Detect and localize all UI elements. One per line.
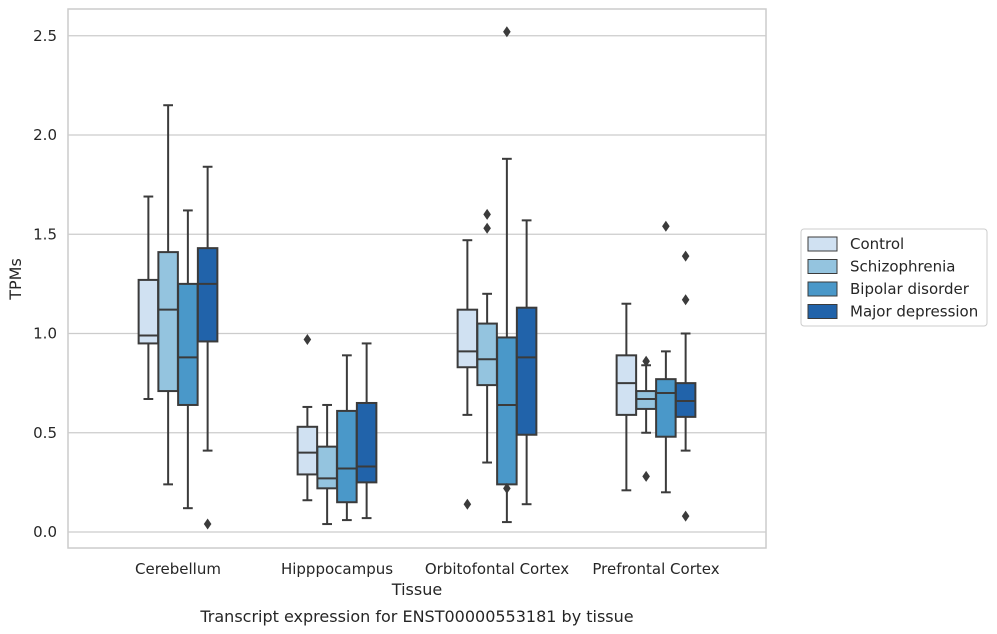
outlier-point — [483, 208, 491, 220]
outlier-point — [503, 26, 511, 38]
x-tick-label: Orbitofontal Cortex — [425, 560, 569, 578]
box-iqr — [196, 247, 219, 343]
x-tick-label: Prefrontal Cortex — [592, 560, 719, 578]
box-iqr — [355, 401, 378, 484]
y-tick-label: 2.5 — [33, 27, 57, 45]
box-iqr — [316, 445, 338, 490]
box-iqr — [515, 306, 538, 436]
legend-swatch — [807, 304, 838, 319]
box-schizophrenia-3 — [635, 355, 657, 482]
outlier-point — [503, 482, 511, 494]
legend-frame — [800, 228, 988, 327]
chart-caption: Transcript expression for ENST0000055318… — [199, 607, 633, 626]
y-tick-label: 0.0 — [33, 523, 57, 541]
y-tick-label: 1.5 — [33, 225, 57, 243]
box-major-depression-1 — [355, 342, 378, 520]
outlier-point — [662, 220, 670, 232]
box-control-0 — [137, 195, 160, 401]
box-control-1 — [296, 333, 319, 502]
x-axis-ticks: Cerebellum Hipppocampus Orbitofontal Corte… — [135, 560, 720, 578]
legend-swatch — [807, 259, 838, 274]
box-major-depression-0 — [196, 165, 219, 530]
y-tick-label: 2.0 — [33, 126, 57, 144]
box-iqr — [177, 282, 199, 406]
box-bipolar-disorder-0 — [177, 209, 199, 510]
legend-label: Schizophrenia — [850, 258, 955, 276]
y-axis-title: TPMs — [6, 258, 25, 301]
box-iqr — [655, 378, 677, 438]
legend-label: Control — [850, 235, 904, 253]
box-iqr — [615, 354, 638, 416]
box-schizophrenia-1 — [316, 403, 338, 526]
box-major-depression-2 — [515, 219, 538, 506]
outlier-point — [642, 355, 650, 367]
outlier-point — [203, 518, 212, 530]
box-iqr — [296, 425, 319, 476]
box-iqr — [157, 251, 179, 393]
box-schizophrenia-0 — [157, 104, 179, 486]
legend: Control Schizophrenia Bipolar disorder Majo… — [800, 228, 988, 327]
box-iqr — [496, 336, 518, 486]
outlier-point — [483, 222, 491, 234]
x-tick-label: Hipppocampus — [281, 560, 393, 578]
outlier-point — [463, 498, 472, 510]
box-iqr — [456, 308, 479, 369]
box-control-3 — [615, 302, 638, 492]
outlier-point — [642, 470, 650, 482]
outlier-point — [303, 333, 312, 345]
legend-swatch — [807, 236, 838, 252]
box-major-depression-3 — [674, 250, 697, 522]
legend-label: Major depression — [850, 303, 978, 321]
box-schizophrenia-2 — [476, 208, 498, 464]
y-axis-ticks: 0.0 0.5 1.0 1.5 2.0 2.5 — [33, 27, 57, 541]
legend-label: Bipolar disorder — [850, 280, 970, 298]
y-tick-label: 0.5 — [33, 424, 57, 442]
box-bipolar-disorder-3 — [655, 220, 677, 494]
outlier-point — [681, 294, 690, 306]
box-iqr — [476, 322, 498, 387]
plot-area-frame — [67, 8, 767, 549]
outlier-point — [681, 250, 690, 262]
box-group — [137, 26, 697, 530]
box-bipolar-disorder-1 — [336, 354, 358, 522]
x-tick-label: Cerebellum — [135, 560, 221, 578]
box-iqr — [336, 409, 358, 504]
outlier-point — [681, 510, 690, 522]
box-bipolar-disorder-2 — [496, 26, 518, 524]
box-control-2 — [456, 239, 479, 510]
box-iqr — [137, 278, 160, 345]
x-axis-title: Tissue — [391, 580, 442, 599]
y-tick-label: 1.0 — [33, 325, 57, 343]
legend-swatch — [807, 281, 838, 297]
